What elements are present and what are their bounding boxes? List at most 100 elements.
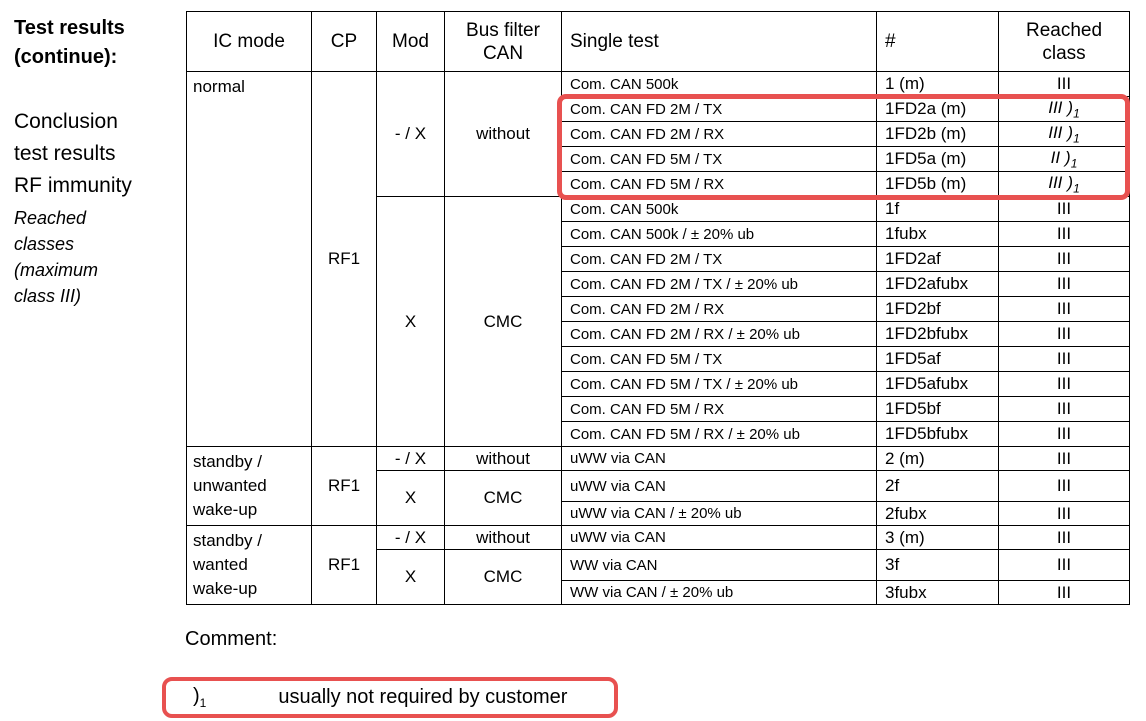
cell-mod: - / X <box>376 446 445 471</box>
table-row: Com. CAN FD 5M / RX 1FD5b (m) III)1 <box>187 171 1130 197</box>
cell-cls: III <box>998 346 1130 372</box>
cell-test: Com. CAN FD 2M / RX / ± 20% ub <box>561 321 877 347</box>
cell-test: uWW via CAN <box>561 525 877 550</box>
table-row: WW via CAN / ± 20% ub 3fubx III <box>187 580 1130 605</box>
cell-cls: III)1 <box>998 121 1130 147</box>
cell-test: Com. CAN FD 2M / TX / ± 20% ub <box>561 271 877 297</box>
reached-classes-note: Reached classes (maximum class III) <box>14 208 98 306</box>
cell-cls: III <box>998 321 1130 347</box>
cell-test: uWW via CAN <box>561 446 877 471</box>
cell-num: 3fubx <box>876 580 999 605</box>
page-title: Test results (continue): <box>14 17 125 68</box>
cell-mod: X <box>376 549 445 605</box>
cell-cls: III <box>998 196 1130 222</box>
reached-class-value: III <box>1056 199 1072 218</box>
cell-num: 1FD2bf <box>876 296 999 322</box>
reached-class-value: III <box>1056 503 1072 523</box>
cell-bus: CMC <box>444 196 562 447</box>
cell-cls: III <box>998 221 1130 247</box>
cell-test: uWW via CAN / ± 20% ub <box>561 501 877 526</box>
cell-test: Com. CAN 500k / ± 20% ub <box>561 221 877 247</box>
reached-class-value: III <box>1056 476 1072 495</box>
cell-cls: III <box>998 580 1130 605</box>
cell-cp: RF1 <box>311 71 377 447</box>
cell-num: 1FD5af <box>876 346 999 372</box>
cell-cls: III <box>998 525 1130 550</box>
cell-num: 1FD5afubx <box>876 371 999 397</box>
cell-test: Com. CAN 500k <box>561 196 877 222</box>
footnote-sub: 1 <box>199 696 207 710</box>
cell-num: 1FD2afubx <box>876 271 999 297</box>
cell-bus: without <box>444 525 562 550</box>
note-1-marker: )1 <box>1065 147 1078 171</box>
cell-bus: without <box>444 71 562 197</box>
note-1-marker: )1 <box>1067 172 1080 196</box>
column-header: IC mode <box>186 11 312 72</box>
footnote-text: usually not required by customer <box>278 686 568 708</box>
table-row: Com. CAN FD 5M / RX 1FD5bf III <box>187 396 1130 422</box>
cell-bus: without <box>444 446 562 471</box>
cell-test: Com. CAN FD 2M / TX <box>561 96 877 122</box>
cell-cls: III <box>998 71 1130 97</box>
cell-cls: III <box>998 371 1130 397</box>
cell-ic: standby / wanted wake-up <box>186 525 312 605</box>
cell-test: Com. CAN FD 2M / TX <box>561 246 877 272</box>
cell-cls: III <box>998 501 1130 526</box>
column-header: Mod <box>376 11 445 72</box>
cell-num: 2f <box>876 470 999 502</box>
cell-num: 1FD5bfubx <box>876 421 999 447</box>
cell-cls: III <box>998 246 1130 272</box>
table-header: IC mode CP Mod Bus filter CAN Single test # Re… <box>186 11 1130 72</box>
table-row: X CMC Com. CAN 500k 1f III <box>187 196 1130 447</box>
cell-num: 1FD5b (m) <box>876 171 999 197</box>
table-row: Com. CAN FD 5M / TX / ± 20% ub 1FD5afubx I… <box>187 371 1130 397</box>
cell-cls: III <box>998 470 1130 502</box>
table-row: Com. CAN FD 2M / RX 1FD2b (m) III)1 <box>187 121 1130 147</box>
reached-class-value: III <box>1056 424 1072 443</box>
cell-cls: II)1 <box>998 146 1130 172</box>
cell-cls: III <box>998 396 1130 422</box>
footnote-paren: ) <box>193 685 200 707</box>
reached-class-value: III <box>1056 448 1072 468</box>
reached-class-value: III <box>1048 97 1063 117</box>
cell-test: WW via CAN / ± 20% ub <box>561 580 877 605</box>
cell-mod: X <box>376 470 445 526</box>
reached-class-value: III <box>1056 74 1072 93</box>
cell-num: 1FD5bf <box>876 396 999 422</box>
table-row: Com. CAN FD 2M / RX 1FD2bf III <box>187 296 1130 322</box>
column-header: Reached class <box>998 11 1130 72</box>
cell-test: Com. CAN FD 5M / RX <box>561 171 877 197</box>
column-header: Single test <box>561 11 877 72</box>
cell-test: Com. CAN FD 5M / TX / ± 20% ub <box>561 371 877 397</box>
cell-mod: - / X <box>376 71 445 197</box>
cell-cls: III)1 <box>998 171 1130 197</box>
table-row: Com. CAN FD 2M / TX / ± 20% ub 1FD2afubx I… <box>187 271 1130 297</box>
cell-cp: RF1 <box>311 525 377 605</box>
cell-num: 2fubx <box>876 501 999 526</box>
left-margin-notes: Test results (continue): Conclusion test… <box>14 14 186 309</box>
cell-bus: CMC <box>444 470 562 526</box>
cell-test: WW via CAN <box>561 549 877 581</box>
test-results-table: IC mode CP Mod Bus filter CAN Single test # Re… <box>186 11 1130 605</box>
column-header: # <box>876 11 999 72</box>
cell-num: 1 (m) <box>876 71 999 97</box>
cell-cls: III <box>998 446 1130 471</box>
reached-class-value: III <box>1056 349 1072 368</box>
comment-label: Comment: <box>185 628 278 650</box>
table-row: Com. CAN FD 2M / RX / ± 20% ub 1FD2bfubx I… <box>187 321 1130 347</box>
cell-num: 1fubx <box>876 221 999 247</box>
cell-cls: III <box>998 421 1130 447</box>
red-footnote-box: )1 usually not required by customer <box>162 677 618 718</box>
cell-num: 1FD2a (m) <box>876 96 999 122</box>
cell-mod: X <box>376 196 445 447</box>
cell-test: uWW via CAN <box>561 470 877 502</box>
reached-class-value: III <box>1056 399 1072 418</box>
cell-num: 1FD5a (m) <box>876 146 999 172</box>
cell-num: 1FD2bfubx <box>876 321 999 347</box>
cell-test: Com. CAN FD 5M / RX / ± 20% ub <box>561 421 877 447</box>
reached-class-value: III <box>1056 299 1072 318</box>
footnote-marker: )1 <box>193 685 206 710</box>
cell-ic: standby / unwanted wake-up <box>186 446 312 526</box>
